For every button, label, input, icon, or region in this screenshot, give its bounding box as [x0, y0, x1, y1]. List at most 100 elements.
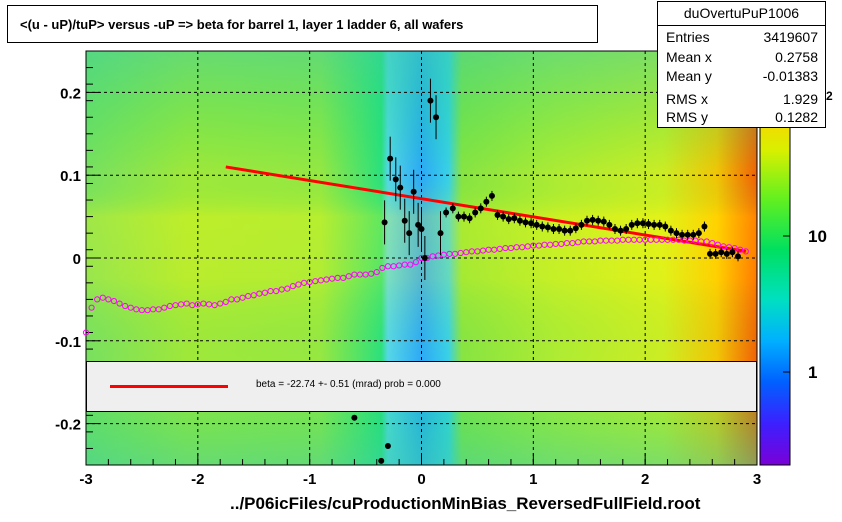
- pink-profile-point: [725, 244, 733, 251]
- pink-profile-point: [703, 238, 710, 245]
- pink-profile-point: [692, 237, 699, 244]
- stats-row-mean-y: Mean y -0.01383: [666, 68, 818, 84]
- pink-profile-point: [496, 245, 503, 252]
- pink-profile-point: [99, 294, 106, 301]
- black-profile-point: [701, 223, 708, 230]
- y-tick-label: -0.2: [55, 417, 81, 434]
- pink-profile-point: [200, 300, 207, 307]
- x-tick-label: 2: [641, 471, 649, 488]
- pink-profile-point: [323, 276, 330, 283]
- pink-profile-point: [88, 304, 95, 311]
- pink-profile-point: [222, 298, 229, 305]
- black-profile-point: [600, 218, 607, 225]
- fit-legend: beta = -22.74 +- 0.51 (mrad) prob = 0.00…: [86, 361, 757, 412]
- black-profile-point: [673, 230, 680, 237]
- pink-profile-point: [340, 274, 347, 281]
- black-profile-point: [401, 217, 408, 224]
- pink-profile-point: [396, 262, 403, 269]
- pink-profile-point: [373, 268, 380, 276]
- pink-profile-point: [295, 281, 302, 288]
- pink-profile-point: [720, 243, 727, 250]
- legend-fit-line-sample: [110, 385, 228, 388]
- pink-profile-point: [440, 251, 447, 258]
- z-tick-label: 10: [808, 227, 827, 246]
- black-profile-point: [387, 155, 394, 162]
- black-profile-point: [505, 216, 512, 223]
- black-profile-point: [449, 205, 456, 212]
- black-profile-point: [437, 230, 444, 237]
- stats-value: -0.01383: [762, 68, 818, 84]
- pink-profile-point: [94, 296, 101, 303]
- pink-profile-point: [317, 277, 324, 284]
- black-profile-point: [494, 211, 501, 218]
- fit-line: [225, 165, 747, 253]
- x-tick-label: 1: [529, 471, 537, 488]
- pink-profile-point: [110, 297, 118, 305]
- pink-profile-point: [116, 300, 123, 307]
- pink-profile-point: [172, 302, 179, 309]
- pink-profile-point: [519, 244, 526, 251]
- black-profile-point: [381, 219, 388, 226]
- black-profile-point: [455, 213, 462, 220]
- pink-profile-point: [742, 248, 749, 255]
- stats-value: 3419607: [763, 29, 818, 45]
- black-profile-point: [392, 176, 399, 183]
- plot-title-box: <(u - uP)/tuP> versus -uP => beta for ba…: [7, 5, 598, 43]
- black-profile-point: [707, 250, 714, 257]
- stats-row-rms-y: RMS y 0.1282: [666, 109, 818, 125]
- pink-profile-point: [435, 252, 442, 259]
- pink-profile-point: [479, 247, 487, 254]
- legend-fit-text: beta = -22.74 +- 0.51 (mrad) prob = 0.00…: [256, 379, 441, 390]
- pink-profile-point: [273, 288, 280, 295]
- pink-profile-point: [306, 278, 313, 286]
- pink-profile-point: [614, 237, 621, 244]
- pink-profile-point: [82, 329, 90, 336]
- pink-profile-point: [105, 296, 112, 303]
- black-profile-point: [384, 442, 391, 449]
- black-profile-point: [406, 230, 413, 237]
- black-profile-point: [418, 226, 425, 233]
- x-tick-label: -1: [303, 471, 316, 488]
- pink-profile-point: [412, 259, 420, 266]
- stats-label: RMS y: [666, 109, 708, 125]
- pink-profile-point: [328, 275, 336, 282]
- pink-profile-point: [233, 296, 241, 303]
- pink-profile-point: [451, 250, 459, 257]
- z-tick-label: 1: [808, 363, 817, 382]
- pink-profile-point: [250, 292, 257, 299]
- black-profile-point: [561, 227, 568, 234]
- black-profile-point: [723, 250, 730, 257]
- black-profile-point: [690, 231, 697, 238]
- stats-row-mean-x: Mean x 0.2758: [666, 49, 818, 65]
- black-profile-point: [645, 221, 652, 228]
- pink-profile-point: [245, 292, 252, 300]
- black-profile-point: [595, 217, 602, 224]
- pink-profile-point: [457, 249, 464, 257]
- y-tick-label: 0.2: [60, 85, 81, 102]
- pink-profile-point: [390, 263, 397, 270]
- y-tick-label: 0.1: [60, 168, 81, 185]
- pink-profile-point: [127, 304, 134, 311]
- pink-profile-point: [558, 240, 565, 248]
- black-profile-point: [628, 221, 635, 228]
- black-profile-point: [734, 253, 741, 260]
- pink-profile-point: [300, 279, 308, 286]
- stats-value: 0.1282: [775, 109, 818, 125]
- black-profile-point: [466, 215, 473, 222]
- pink-profile-point: [312, 278, 319, 285]
- black-profile-point: [472, 209, 479, 216]
- stats-value: 1.929: [782, 91, 818, 107]
- black-profile-point: [488, 192, 495, 199]
- pink-profile-point: [574, 239, 582, 246]
- pink-profile-point: [211, 302, 218, 309]
- pink-profile-point: [122, 302, 129, 310]
- stats-title: duOvertuPuP1006: [683, 5, 800, 21]
- black-profile-point: [483, 198, 490, 205]
- pink-profile-point: [144, 307, 151, 314]
- black-profile-point: [729, 249, 736, 256]
- black-profile-point: [656, 221, 663, 228]
- pink-profile-point: [714, 241, 721, 248]
- y-tick-label: -0.1: [55, 334, 81, 351]
- black-profile-point: [684, 231, 691, 238]
- stats-label: RMS x: [666, 91, 708, 107]
